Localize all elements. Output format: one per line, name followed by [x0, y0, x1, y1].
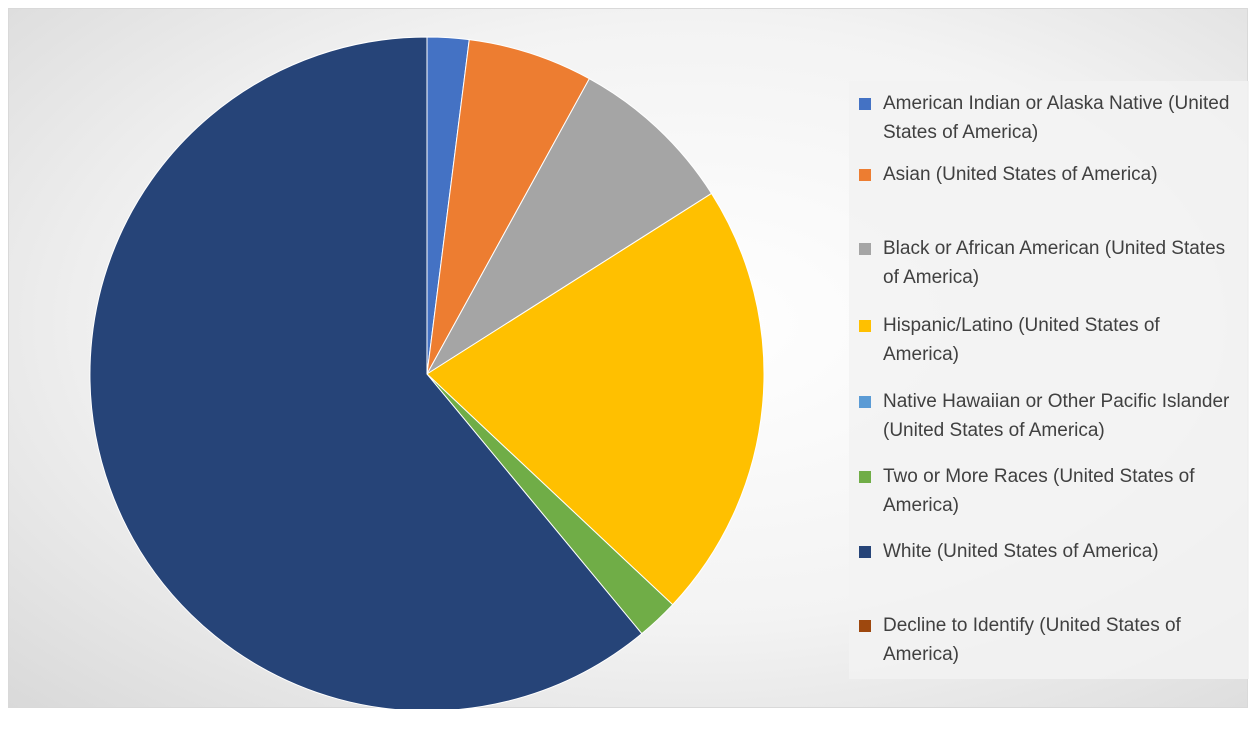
- legend-item-two-or-more: Two or More Races (United States of Amer…: [859, 462, 1239, 520]
- legend-swatch: [859, 471, 871, 483]
- pie-slice-1: [426, 39, 591, 375]
- pie-slice-3: [426, 192, 765, 606]
- legend-swatch: [859, 546, 871, 558]
- legend: American Indian or Alaska Native (United…: [849, 81, 1249, 679]
- legend-swatch: [859, 243, 871, 255]
- legend-label: Black or African American (United States…: [883, 238, 1226, 288]
- legend-swatch: [859, 169, 871, 181]
- pie-chart: [89, 36, 765, 709]
- legend-label: American Indian or Alaska Native (United…: [883, 93, 1230, 143]
- legend-swatch: [859, 620, 871, 632]
- legend-swatch: [859, 98, 871, 110]
- legend-item-black: Black or African American (United States…: [859, 234, 1239, 292]
- legend-label: White (United States of America): [883, 541, 1159, 562]
- legend-label: Native Hawaiian or Other Pacific Islande…: [883, 391, 1230, 441]
- legend-item-asian: Asian (United States of America): [859, 160, 1239, 189]
- legend-swatch: [859, 396, 871, 408]
- legend-item-native-hawaiian: Native Hawaiian or Other Pacific Islande…: [859, 387, 1239, 445]
- legend-item-decline: Decline to Identify (United States of Am…: [859, 611, 1239, 669]
- legend-item-american-indian: American Indian or Alaska Native (United…: [859, 89, 1239, 147]
- pie-slice-6: [89, 36, 643, 709]
- legend-label: Two or More Races (United States of Amer…: [883, 466, 1195, 516]
- pie-slice-2: [426, 78, 713, 375]
- chart-area: American Indian or Alaska Native (United…: [8, 8, 1249, 709]
- legend-label: Decline to Identify (United States of Am…: [883, 615, 1181, 665]
- legend-swatch: [859, 320, 871, 332]
- legend-label: Hispanic/Latino (United States of Americ…: [883, 315, 1160, 365]
- legend-item-hispanic: Hispanic/Latino (United States of Americ…: [859, 311, 1239, 369]
- legend-label: Asian (United States of America): [883, 164, 1158, 185]
- legend-item-white: White (United States of America): [859, 537, 1239, 566]
